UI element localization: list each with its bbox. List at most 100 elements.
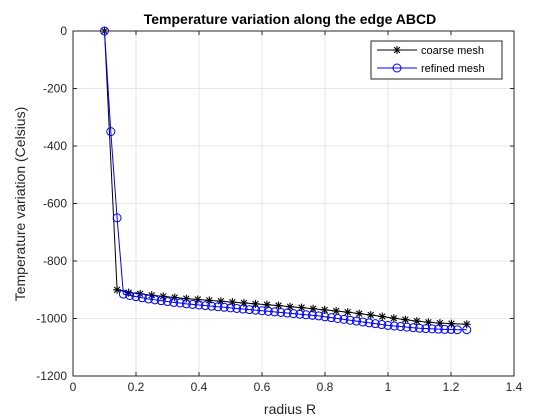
legend: coarse mesh refined mesh bbox=[370, 40, 503, 80]
data-point-refined bbox=[370, 319, 380, 329]
data-point-coarse bbox=[401, 315, 410, 324]
data-point-refined bbox=[257, 306, 267, 316]
data-point-refined bbox=[175, 298, 185, 308]
data-point-refined bbox=[188, 299, 198, 309]
data-point-refined bbox=[433, 324, 443, 334]
x-axis-label: radius R bbox=[264, 401, 316, 417]
data-point-refined bbox=[226, 303, 235, 313]
data-point-refined bbox=[150, 295, 160, 305]
data-point-coarse bbox=[113, 285, 122, 294]
x-tick-label: 1.4 bbox=[506, 380, 523, 394]
data-point-coarse bbox=[366, 311, 375, 320]
data-point-refined bbox=[415, 323, 424, 333]
data-point-refined bbox=[131, 292, 141, 302]
data-point-refined bbox=[118, 289, 128, 299]
data-point-refined bbox=[427, 324, 437, 334]
legend-marker-symbol-coarse bbox=[393, 46, 401, 54]
data-point-refined bbox=[307, 310, 317, 320]
data-point-refined bbox=[144, 294, 154, 304]
data-point-coarse bbox=[170, 293, 179, 302]
x-tick-label: 1.2 bbox=[443, 380, 460, 394]
y-axis-label: Temperature variation (Celsius) bbox=[12, 107, 28, 302]
data-point-refined bbox=[446, 324, 456, 334]
data-point-refined bbox=[169, 297, 179, 307]
data-point-refined bbox=[295, 309, 305, 319]
y-tick-label: -1200 bbox=[36, 369, 67, 383]
data-point-refined bbox=[364, 318, 374, 328]
data-point-coarse bbox=[412, 317, 421, 326]
data-point-coarse bbox=[193, 295, 202, 304]
y-tick-label: -400 bbox=[43, 139, 67, 153]
data-point-refined bbox=[232, 303, 242, 313]
data-point-refined bbox=[326, 313, 336, 323]
y-tick-label: -1000 bbox=[36, 312, 67, 326]
data-point-refined bbox=[137, 293, 147, 303]
data-point-coarse bbox=[320, 305, 329, 314]
data-point-refined bbox=[339, 314, 349, 324]
data-point-refined bbox=[207, 301, 217, 311]
y-tick-label: -800 bbox=[43, 254, 67, 268]
data-point-refined bbox=[408, 323, 418, 333]
data-point-refined bbox=[163, 297, 172, 307]
chart-title: Temperature variation along the edge ABC… bbox=[144, 11, 437, 27]
data-point-refined bbox=[200, 301, 210, 311]
data-point-coarse bbox=[274, 301, 283, 310]
y-tick-label: -200 bbox=[43, 82, 67, 96]
legend-marker-coarse bbox=[393, 46, 401, 54]
data-point-refined bbox=[421, 324, 431, 334]
x-tick-label: 0.4 bbox=[191, 380, 208, 394]
data-point-refined bbox=[301, 310, 311, 320]
data-point-refined bbox=[383, 320, 393, 330]
data-point-refined bbox=[276, 307, 286, 317]
data-point-refined bbox=[238, 304, 248, 314]
data-point-refined bbox=[106, 127, 116, 137]
data-point-refined bbox=[213, 302, 223, 312]
data-point-coarse bbox=[378, 312, 387, 321]
legend-label-coarse: coarse mesh bbox=[421, 45, 484, 57]
data-point-refined bbox=[314, 311, 324, 321]
data-point-refined bbox=[181, 299, 191, 309]
data-point-coarse bbox=[355, 309, 364, 318]
data-point-coarse bbox=[389, 314, 398, 323]
series-line-refined bbox=[104, 30, 467, 331]
data-point-refined bbox=[377, 320, 387, 330]
legend-marker-symbol-refined bbox=[392, 63, 402, 73]
data-point-coarse bbox=[343, 308, 352, 317]
data-point-coarse bbox=[332, 307, 341, 316]
data-point-refined bbox=[462, 325, 472, 335]
x-tick-label: 0 bbox=[70, 380, 77, 394]
data-point-refined bbox=[112, 213, 122, 223]
legend-label-refined: refined mesh bbox=[421, 63, 485, 75]
legend-box bbox=[370, 40, 503, 80]
data-point-refined bbox=[125, 291, 135, 300]
x-tick-label: 0.2 bbox=[128, 380, 145, 394]
data-point-refined bbox=[194, 300, 204, 310]
data-point-refined bbox=[389, 321, 399, 331]
data-point-refined bbox=[289, 309, 298, 319]
data-point-refined bbox=[358, 317, 368, 327]
x-tick-label: 0.6 bbox=[254, 380, 271, 394]
data-point-refined bbox=[270, 307, 280, 317]
x-tick-label: 0.8 bbox=[317, 380, 334, 394]
x-tick-label: 1 bbox=[385, 380, 392, 394]
data-point-refined bbox=[352, 316, 361, 326]
ticks: 0 0.2 0.4 0.6 0.8 1 1.2 1.4 -1200 -1000 -800 -600 -4… bbox=[36, 24, 522, 394]
data-point-refined bbox=[282, 308, 292, 318]
data-point-refined bbox=[396, 322, 406, 332]
data-point-refined bbox=[263, 306, 273, 316]
y-tick-label: 0 bbox=[60, 24, 67, 38]
data-point-refined bbox=[440, 324, 450, 334]
y-tick-label: -600 bbox=[43, 197, 67, 211]
data-point-refined bbox=[251, 305, 261, 315]
data-point-refined bbox=[156, 296, 166, 306]
data-point-refined bbox=[402, 322, 412, 332]
data-point-refined bbox=[320, 312, 330, 322]
data-point-refined bbox=[333, 314, 343, 323]
data-point-coarse bbox=[309, 304, 318, 313]
data-point-refined bbox=[345, 315, 355, 325]
data-point-refined bbox=[244, 305, 254, 315]
legend-marker-refined bbox=[392, 63, 402, 73]
data-point-refined bbox=[219, 302, 229, 312]
data-point-refined bbox=[452, 325, 462, 335]
